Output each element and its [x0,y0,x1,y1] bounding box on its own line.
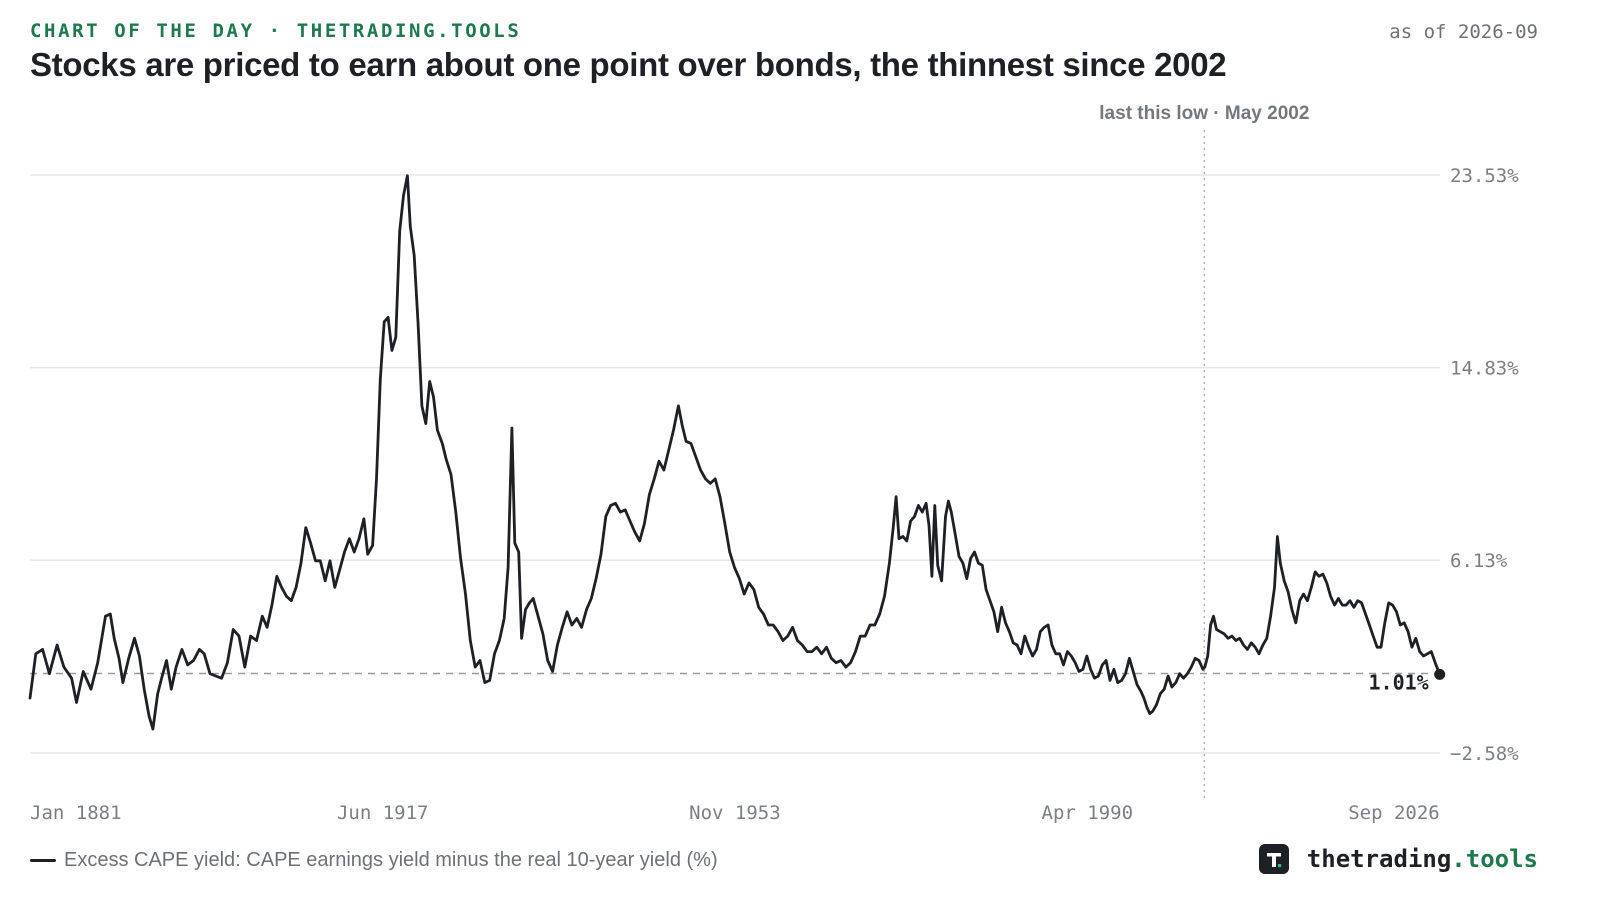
y-tick-label: −2.58% [1450,743,1519,765]
chart-title: Stocks are priced to earn about one poin… [30,46,1227,83]
brand-tld: .tools [1451,845,1538,873]
legend-swatch [30,859,56,862]
x-tick-label: Nov 1953 [689,802,781,824]
series-line [28,174,1442,731]
brand-logo-icon [1258,844,1289,874]
as-of-date: as of 2026-09 [1389,21,1538,43]
legend-label: Excess CAPE yield: CAPE earnings yield m… [64,849,718,871]
y-tick-label: 14.83% [1450,358,1519,380]
x-tick-label: Apr 1990 [1042,802,1134,824]
x-tick-label: Jan 1881 [30,802,122,824]
x-axis-ticks: Jan 1881 Jun 1917 Nov 1953 Apr 1990 Sep 2026 [30,802,1440,824]
series-group: 1.01% [28,174,1446,731]
last-point-marker [1434,668,1446,680]
x-tick-label: Sep 2026 [1348,802,1440,824]
last-value-label: 1.01% [1368,671,1428,695]
annotation-label: last this low · May 2002 [1099,103,1309,124]
y-tick-label: 23.53% [1450,165,1519,187]
brand: thetrading .tools [1258,844,1538,874]
legend: Excess CAPE yield: CAPE earnings yield m… [30,849,718,872]
x-tick-label: Jun 1917 [337,802,429,824]
kicker: CHART OF THE DAY · THETRADING.TOOLS [30,20,522,42]
y-axis-ticks: −2.58% 6.13% 14.83% 23.53% [1450,165,1519,765]
grid-lines [30,174,1440,754]
annotation-group: last this low · May 2002 [1099,103,1309,800]
brand-name: thetrading [1306,845,1452,873]
y-tick-label: 6.13% [1450,550,1508,572]
